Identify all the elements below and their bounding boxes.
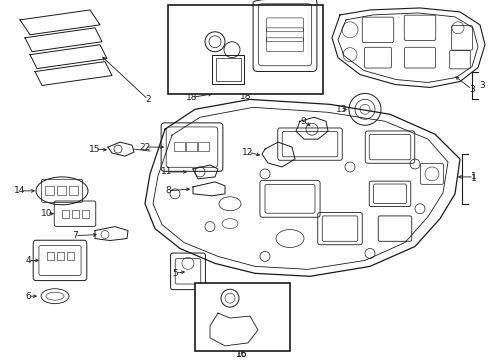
Text: 4: 4 — [25, 256, 31, 265]
Text: 18: 18 — [186, 93, 197, 102]
Text: 10: 10 — [41, 209, 53, 218]
Text: 6: 6 — [25, 292, 31, 301]
Text: 13: 13 — [336, 105, 347, 114]
Bar — [71, 210, 79, 218]
Text: 7: 7 — [72, 231, 78, 240]
Bar — [215, 58, 240, 81]
Text: 15: 15 — [89, 145, 101, 154]
Text: 8: 8 — [165, 186, 170, 195]
Bar — [81, 210, 88, 218]
Text: 20: 20 — [252, 67, 263, 76]
Bar — [66, 252, 73, 260]
Text: 21: 21 — [194, 37, 205, 46]
Text: 5: 5 — [172, 269, 178, 278]
Text: 16: 16 — [236, 350, 247, 359]
Text: 18: 18 — [240, 92, 251, 101]
Text: 16: 16 — [236, 350, 247, 359]
Bar — [61, 210, 68, 218]
Text: 17: 17 — [264, 294, 275, 303]
Text: 12: 12 — [242, 148, 253, 157]
Text: 3: 3 — [478, 81, 484, 90]
Bar — [168, 5, 323, 94]
Bar — [195, 283, 289, 351]
Text: 22: 22 — [139, 143, 150, 152]
Text: 11: 11 — [161, 167, 172, 176]
Text: 19: 19 — [216, 30, 227, 39]
Bar — [57, 252, 63, 260]
Text: 9: 9 — [300, 117, 305, 126]
Text: 3: 3 — [468, 85, 474, 94]
Bar — [46, 252, 53, 260]
Text: 1: 1 — [470, 174, 476, 183]
Bar — [212, 55, 244, 85]
Text: 2: 2 — [145, 95, 150, 104]
Text: 1: 1 — [470, 172, 476, 181]
Text: 14: 14 — [14, 186, 26, 195]
